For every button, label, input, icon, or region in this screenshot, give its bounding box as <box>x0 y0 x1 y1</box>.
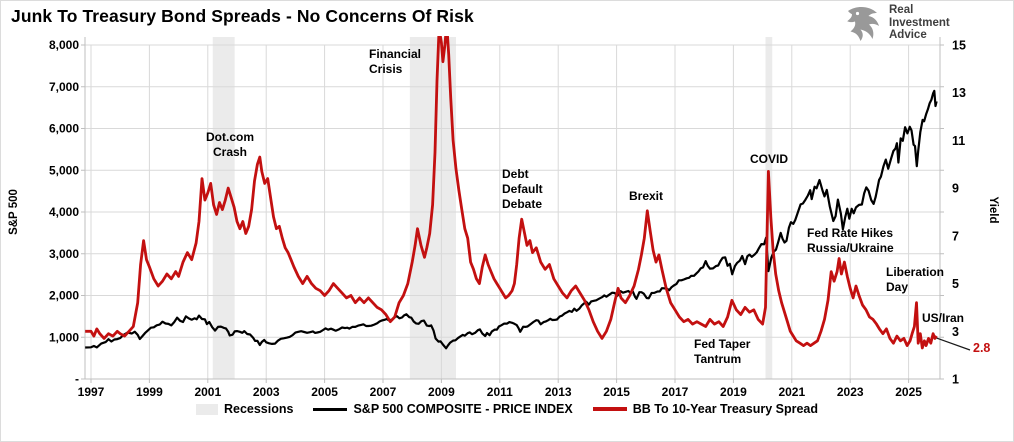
svg-text:2011: 2011 <box>487 385 513 399</box>
svg-text:3,000: 3,000 <box>49 247 79 261</box>
annotation-brexit: Brexit <box>629 189 664 203</box>
legend: Recessions S&P 500 COMPOSITE - PRICE IND… <box>1 402 1013 416</box>
svg-text:2023: 2023 <box>837 385 864 399</box>
annotation-us-iran: US/Iran <box>922 311 965 325</box>
left-axis-tick-labels: 8,000 7,000 6,000 5,000 4,000 3,000 2,000 1,000… <box>49 38 79 386</box>
svg-text:4,000: 4,000 <box>49 205 79 219</box>
recession-swatch <box>195 403 218 415</box>
svg-text:2005: 2005 <box>311 385 338 399</box>
annotation-fed-rate-hikes: Fed Rate Hikes Russia/Ukraine <box>807 226 894 255</box>
spread-line <box>85 36 938 350</box>
svg-text:9: 9 <box>952 182 959 196</box>
svg-text:-: - <box>75 372 79 386</box>
right-axis-title: Yield <box>987 196 999 224</box>
svg-text:1999: 1999 <box>136 385 163 399</box>
left-axis-title: S&P 500 <box>8 189 20 235</box>
svg-text:2001: 2001 <box>194 385 221 399</box>
annotation-liberation-day: Liberation Day <box>886 265 945 294</box>
sp500-line <box>85 89 938 350</box>
svg-text:2021: 2021 <box>778 385 805 399</box>
legend-label-spread: BB To 10-Year Treasury Spread <box>632 402 819 416</box>
end-label-connector <box>936 337 971 351</box>
svg-text:2015: 2015 <box>603 385 630 399</box>
svg-text:2013: 2013 <box>545 385 572 399</box>
svg-text:15: 15 <box>952 39 966 53</box>
annotation-covid: COVID <box>750 152 789 166</box>
svg-text:2007: 2007 <box>370 385 397 399</box>
svg-text:8,000: 8,000 <box>49 38 79 52</box>
spread-end-value-label: 2.8 <box>973 341 991 355</box>
legend-item-sp500: S&P 500 COMPOSITE - PRICE INDEX <box>313 402 573 416</box>
svg-text:2003: 2003 <box>253 385 280 399</box>
svg-text:7,000: 7,000 <box>49 80 79 94</box>
x-axis-tick-labels: 1997 1999 2001 2003 2005 2007 2009 2011 2013 2015… <box>78 385 923 399</box>
svg-text:5: 5 <box>952 277 959 291</box>
svg-text:1997: 1997 <box>78 385 105 399</box>
svg-text:6,000: 6,000 <box>49 122 79 136</box>
svg-text:5,000: 5,000 <box>49 163 79 177</box>
svg-text:2019: 2019 <box>720 385 747 399</box>
recession-bands <box>212 37 773 379</box>
right-axis-tick-labels: 15 13 11 9 7 5 3 1 <box>952 39 966 387</box>
brand-logo: Real Investment Advice <box>844 4 950 49</box>
annotation-fed-taper-tantrum: Fed Taper Tantrum <box>694 337 751 366</box>
annotation-financial-crisis: Financial Crisis <box>369 47 422 76</box>
svg-text:1: 1 <box>952 373 959 387</box>
svg-text:2025: 2025 <box>895 385 922 399</box>
legend-label-recessions: Recessions <box>223 402 294 416</box>
legend-item-spread: BB To 10-Year Treasury Spread <box>592 402 819 416</box>
annotation-dotcom-crash: Dot.com Crash <box>206 130 254 159</box>
svg-text:2009: 2009 <box>428 385 455 399</box>
svg-text:7: 7 <box>952 229 959 243</box>
svg-text:2017: 2017 <box>662 385 689 399</box>
svg-text:13: 13 <box>952 86 966 100</box>
svg-text:1,000: 1,000 <box>49 330 79 344</box>
plot-border <box>81 37 944 383</box>
page-title: Junk To Treasury Bond Spreads - No Conce… <box>11 6 474 26</box>
legend-label-sp500: S&P 500 COMPOSITE - PRICE INDEX <box>353 402 573 416</box>
legend-item-recessions: Recessions <box>195 402 294 416</box>
svg-text:3: 3 <box>952 325 959 339</box>
svg-text:2,000: 2,000 <box>49 289 79 303</box>
svg-text:11: 11 <box>952 134 965 148</box>
sp500-line-swatch <box>313 407 348 411</box>
spread-line-swatch <box>592 407 627 411</box>
eagle-logo-icon <box>844 4 884 49</box>
annotation-debt-default-debate: Debt Default Debate <box>502 167 543 211</box>
brand-name: Real Investment Advice <box>889 4 950 41</box>
